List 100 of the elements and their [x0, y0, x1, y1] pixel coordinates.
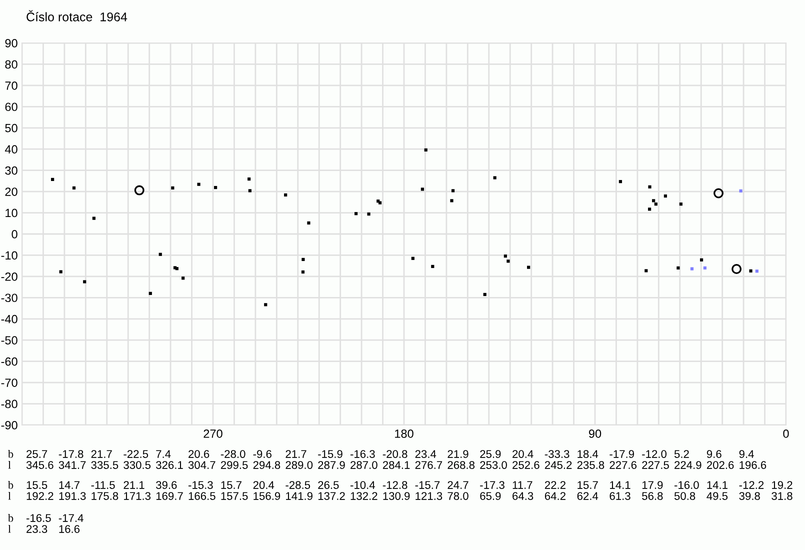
text: 14.1	[610, 481, 630, 489]
point	[749, 269, 752, 272]
point	[424, 148, 428, 152]
text: 26.5	[318, 481, 339, 489]
text: 192.2	[26, 492, 54, 500]
y-tick-label: -40	[1, 314, 18, 324]
y-tick-label: 30	[5, 166, 18, 175]
text: -17.9	[610, 450, 634, 458]
text: 39.6	[156, 481, 177, 489]
text: 17.9	[642, 481, 663, 489]
text: 227.6	[610, 461, 637, 469]
point	[51, 178, 54, 182]
point	[493, 176, 496, 180]
text: -17.4	[58, 514, 84, 522]
text: 20.6	[188, 450, 210, 458]
text: 56.8	[642, 492, 663, 500]
text: 326.1	[156, 461, 183, 469]
text: 50.8	[674, 492, 696, 500]
y-tick-label: 90	[5, 39, 18, 48]
text: 169.7	[156, 492, 183, 500]
point	[506, 260, 510, 263]
text: 61.3	[610, 492, 630, 500]
y-tick-label: -80	[1, 400, 18, 408]
text: -28.0	[220, 450, 246, 458]
text: -15.3	[188, 481, 213, 489]
point	[420, 188, 424, 191]
text: 18.4	[578, 450, 598, 458]
text: 15.7	[578, 481, 598, 489]
text: 21.7	[286, 450, 306, 458]
text: l	[8, 492, 11, 500]
text: -12.8	[382, 481, 408, 489]
text: 276.7	[415, 461, 442, 469]
x-tick-label: 270	[204, 429, 222, 438]
point	[354, 212, 358, 216]
point	[284, 193, 288, 197]
point	[302, 258, 305, 262]
text: 15.5	[26, 481, 48, 489]
y-tick-label: 20	[5, 188, 18, 196]
text: 287.0	[350, 461, 378, 469]
point	[648, 185, 652, 188]
y-tick-label: 10	[6, 208, 18, 218]
x-tick-label: 90	[588, 429, 602, 438]
text: 24.7	[448, 481, 468, 489]
y-tick-label: 0	[12, 230, 18, 238]
text: 11.7	[512, 481, 532, 489]
y-tick-label: 60	[5, 102, 18, 112]
text: -9.6	[253, 450, 272, 458]
y-tick-label: -70	[1, 378, 18, 387]
text: 284.1	[382, 461, 410, 469]
text: 330.5	[124, 461, 151, 469]
y-tick-label: 50	[5, 124, 18, 132]
point	[755, 270, 758, 273]
text: 268.8	[448, 461, 475, 469]
point	[732, 264, 742, 274]
text: 14.7	[59, 481, 80, 489]
text: 65.9	[480, 492, 501, 500]
x-tick-label: 180	[395, 429, 414, 438]
text: 245.2	[544, 461, 572, 469]
y-tick-label: -60	[1, 357, 18, 366]
text: 132.2	[350, 492, 378, 500]
text: 235.8	[577, 461, 604, 469]
point	[654, 202, 658, 206]
text: -22.5	[124, 450, 148, 458]
point	[652, 199, 656, 202]
text: -12.2	[739, 481, 764, 489]
point	[679, 202, 683, 206]
point	[367, 212, 370, 216]
text: 141.9	[286, 492, 312, 500]
text: 21.7	[91, 450, 112, 458]
point	[158, 252, 162, 256]
text: 25.9	[480, 450, 501, 458]
text: b	[8, 514, 14, 522]
text: 156.9	[254, 492, 280, 500]
point	[301, 270, 305, 274]
text: 191.3	[59, 492, 86, 500]
text: 171.3	[124, 492, 151, 500]
y-tick-label: 40	[4, 145, 18, 154]
text: -16.3	[350, 450, 375, 458]
point	[214, 186, 218, 190]
point	[483, 292, 486, 296]
text: 23.3	[26, 525, 48, 533]
y-tick-label: -90	[1, 421, 18, 430]
y-tick-label: -10	[1, 251, 18, 260]
text: b	[8, 480, 14, 489]
y-tick-label: -50	[1, 336, 18, 345]
text: 252.6	[512, 461, 540, 469]
point	[72, 186, 76, 190]
text: -16.5	[26, 514, 51, 522]
point	[431, 264, 434, 268]
point	[676, 266, 680, 270]
text: 289.0	[286, 461, 313, 469]
text: 9.6	[706, 450, 722, 458]
point	[92, 216, 96, 220]
text: 175.8	[92, 492, 118, 500]
text: -17.8	[58, 450, 84, 458]
y-tick-label: 70	[5, 81, 18, 90]
text: -15.7	[415, 481, 440, 489]
point	[450, 199, 454, 202]
text: 7.4	[156, 450, 171, 458]
text: -16.0	[674, 481, 699, 489]
